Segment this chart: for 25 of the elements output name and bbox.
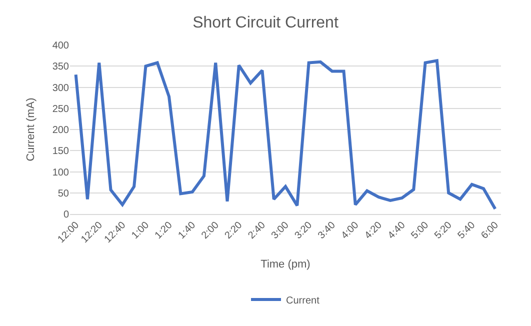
x-tick-label: 5:00 (409, 220, 432, 242)
chart-title: Short Circuit Current (192, 14, 339, 32)
y-tick-label: 150 (52, 146, 70, 158)
x-tick-label: 5:20 (432, 220, 455, 242)
x-tick-label: 3:20 (292, 220, 315, 242)
x-tick-label: 4:40 (386, 220, 408, 242)
legend-label: Current (286, 295, 320, 306)
x-tick-label: 4:00 (340, 220, 362, 242)
x-tick-label: 5:40 (456, 220, 478, 242)
y-tick-label: 250 (52, 104, 70, 115)
x-tick-label: 6:00 (479, 220, 502, 242)
x-tick-label: 3:00 (270, 220, 292, 242)
y-axis-title: Current (mA) (24, 98, 37, 162)
y-tick-label: 200 (52, 125, 70, 136)
y-tick-label: 400 (52, 40, 70, 52)
line-series (74, 59, 497, 210)
x-tick-label: 4:20 (362, 220, 385, 242)
y-tick-label: 300 (52, 82, 70, 94)
y-tick-label: 0 (63, 210, 70, 220)
y-tick-label: 100 (52, 167, 70, 178)
x-tick-label: 3:40 (316, 220, 338, 242)
y-tick-label: 350 (52, 62, 70, 73)
x-axis-title: Time (pm) (260, 258, 310, 271)
x-tick-label: 1:00 (130, 220, 152, 242)
y-tick-label: 50 (58, 188, 70, 200)
